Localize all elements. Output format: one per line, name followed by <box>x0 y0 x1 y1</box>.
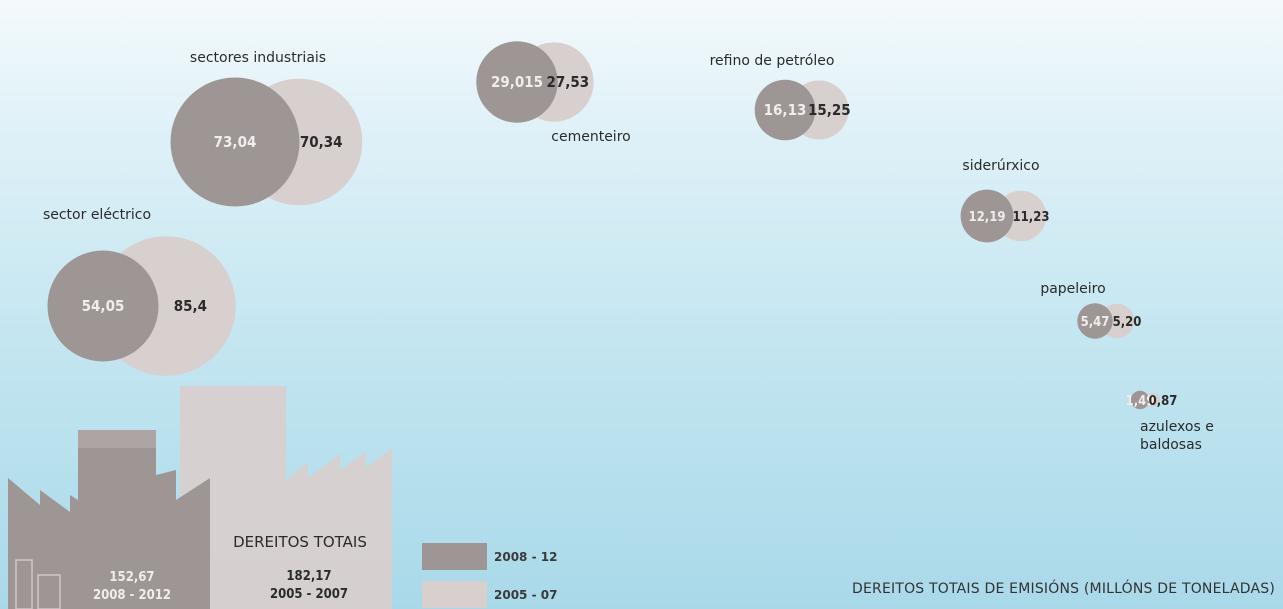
sector-label-sector-electrico: sector eléctrico <box>43 207 151 223</box>
bubble-group-sectores-industriais: 73,04 70,34 sectores industriais <box>170 50 363 207</box>
legend-swatch-0 <box>422 543 487 570</box>
legend-label-0: 2008 - 12 <box>494 550 557 564</box>
legend: 2008 - 12 2005 - 07 <box>422 543 557 608</box>
value-label-2005-07-sector-electrico: 85,4 <box>174 297 207 315</box>
bubble-group-cementeiro: 29,015 27,53 cementeiro <box>476 41 631 145</box>
sector-label-refino-de-petroleo: refino de petróleo <box>710 53 835 69</box>
bubble-group-siderurxico: 12,19 11,23 siderúrxico <box>960 158 1050 243</box>
value-label-2008-12-sectores-industriais: 73,04 <box>214 133 257 151</box>
bubble-2008-12-cementeiro <box>476 41 558 123</box>
sector-label-sectores-industriais: sectores industriais <box>190 50 326 66</box>
totals-2005-07-value: 182,17 <box>286 569 331 584</box>
value-label-2005-07-cementeiro: 27,53 <box>547 73 590 91</box>
sector-label-line: baldosas <box>1140 437 1202 453</box>
bubble-group-sector-electrico: 54,05 85,4 sector eléctrico <box>43 207 236 376</box>
bubble-group-refino-de-petroleo: 16,13 15,25 refino de petróleo <box>710 53 851 141</box>
bubble-2008-12-sector-electrico <box>47 250 159 362</box>
factory-window <box>15 559 33 609</box>
factory-window <box>37 574 61 609</box>
bubble-group-papeleiro: 5,47 5,20 papeleiro <box>1040 281 1141 339</box>
value-label-2008-12-azulexos-e-baldosas: 1,49 <box>1126 394 1155 409</box>
bubble-2005-07-azulexos-e-baldosas <box>1146 393 1160 407</box>
legend-label-1: 2005 - 07 <box>494 588 557 602</box>
bubble-2008-12-sectores-industriais <box>170 77 300 207</box>
value-label-2008-12-sector-electrico: 54,05 <box>82 297 125 315</box>
sector-label-line: azulexos e <box>1140 419 1214 435</box>
value-label-2008-12-siderurxico: 12,19 <box>969 210 1006 225</box>
bubble-2008-12-azulexos-e-baldosas <box>1130 390 1150 410</box>
factory-illustration <box>8 386 392 609</box>
bubble-group-azulexos-e-baldosas: 1,490,87 azulexos e baldosas <box>1126 390 1214 453</box>
bubble-2008-12-refino-de-petroleo <box>754 79 816 141</box>
value-label-2005-07-siderurxico: 11,23 <box>1013 210 1050 225</box>
sector-label-papeleiro: papeleiro <box>1040 281 1105 297</box>
value-label-2005-07-papeleiro: 5,20 <box>1113 315 1142 330</box>
value-label-2005-07-azulexos-e-baldosas: 0,87 <box>1149 394 1178 409</box>
totals-label: DEREITOS TOTAIS <box>233 533 367 551</box>
factory-chimney-top <box>78 430 156 448</box>
chart-title: DEREITOS TOTAIS DE EMISIÓNS (MILLÓNS DE … <box>852 579 1275 597</box>
sector-label-cementeiro: cementeiro <box>551 129 630 145</box>
factory-building-2008-12 <box>8 430 210 609</box>
totals-2005-07-period: 2005 - 2007 <box>270 587 348 602</box>
value-label-2008-12-cementeiro: 29,015 <box>491 73 543 91</box>
legend-swatch-1 <box>422 581 487 608</box>
bubble-2008-12-siderurxico <box>960 189 1014 243</box>
value-label-2008-12-refino-de-petroleo: 16,13 <box>764 101 807 119</box>
sector-label-siderurxico: siderúrxico <box>962 158 1039 174</box>
value-label-2008-12-papeleiro: 5,47 <box>1081 315 1110 330</box>
sector-label-azulexos-e-baldosas: azulexos e baldosas <box>1140 419 1214 453</box>
totals-2008-12-value: 152,67 <box>109 570 154 585</box>
factory-building-2005-07 <box>180 386 392 609</box>
value-label-2005-07-sectores-industriais: 70,34 <box>300 133 343 151</box>
totals-2008-12-period: 2008 - 2012 <box>93 588 171 603</box>
value-label-2005-07-refino-de-petroleo: 15,25 <box>808 101 851 119</box>
bubble-2008-12-papeleiro <box>1077 303 1113 339</box>
